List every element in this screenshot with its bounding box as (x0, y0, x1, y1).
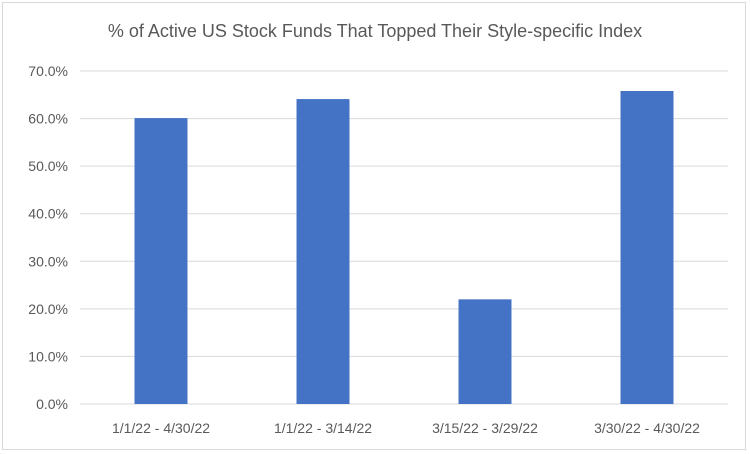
x-tick-label: 1/1/22 - 3/14/22 (274, 420, 372, 436)
y-tick-label: 50.0% (28, 158, 68, 174)
x-tick-label: 1/1/22 - 4/30/22 (112, 420, 210, 436)
gridlines (80, 70, 728, 405)
bars (134, 90, 674, 405)
bar (458, 299, 512, 404)
y-tick-label: 60.0% (28, 111, 68, 127)
chart-title: % of Active US Stock Funds That Topped T… (108, 21, 642, 41)
bar (296, 99, 350, 405)
y-tick-label: 40.0% (28, 206, 68, 222)
x-tick-label: 3/15/22 - 3/29/22 (432, 420, 538, 436)
bar (620, 90, 674, 404)
x-axis-tick-labels: 1/1/22 - 4/30/22 1/1/22 - 3/14/22 3/15/22 … (112, 420, 700, 436)
y-tick-label: 30.0% (28, 253, 68, 269)
y-axis-tick-labels: 0.0% 10.0% 20.0% 30.0% 40.0% 50.0% 60.0% 70.0% (28, 63, 68, 412)
y-tick-label: 10.0% (28, 348, 68, 364)
bar (134, 118, 188, 405)
x-tick-label: 3/30/22 - 4/30/22 (594, 420, 700, 436)
y-tick-label: 70.0% (28, 63, 68, 79)
y-tick-label: 20.0% (28, 301, 68, 317)
y-tick-label: 0.0% (36, 396, 68, 412)
